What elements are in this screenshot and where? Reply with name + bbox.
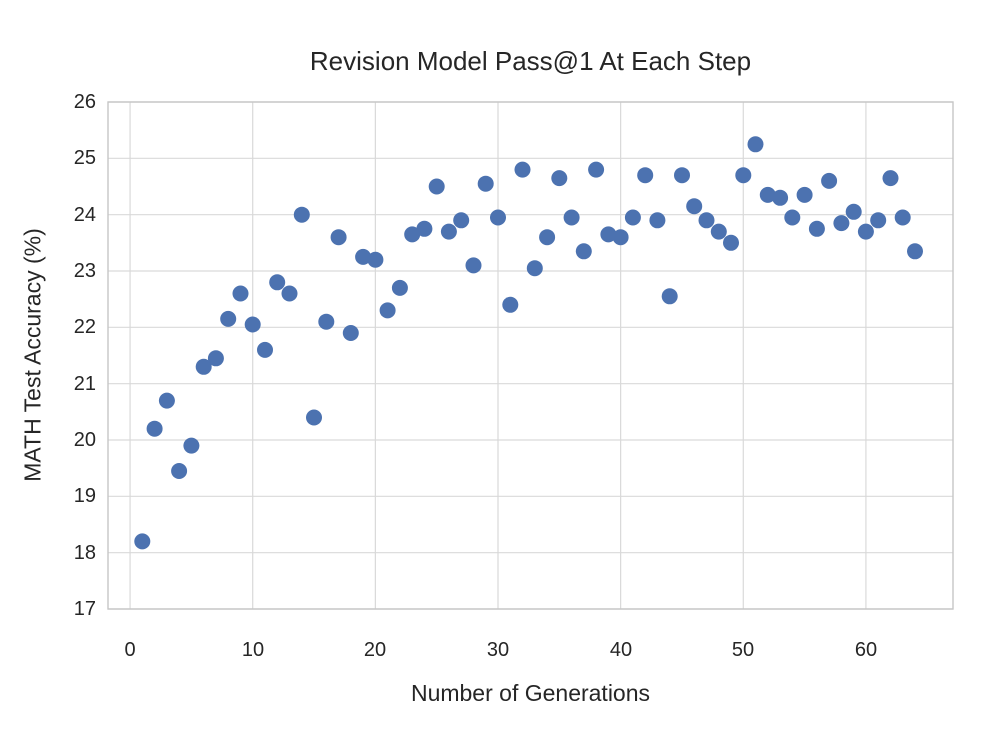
data-point [723,234,739,251]
data-point [833,215,850,232]
y-tick-label: 17 [73,598,96,620]
data-point [244,316,261,333]
data-point [158,392,175,409]
data-point [784,209,801,226]
data-point [306,409,322,426]
data-point [821,172,838,189]
plot-area [108,102,953,609]
data-point [134,533,151,550]
data-point [588,161,605,178]
y-tick-label: 21 [73,373,96,395]
y-tick-label: 19 [73,485,96,507]
data-point [404,226,421,243]
y-tick-label: 20 [73,429,96,451]
data-point [686,198,703,215]
data-point [526,260,543,277]
data-point [490,209,506,226]
y-tick-label: 24 [73,204,96,226]
data-point [539,229,556,246]
axes-border [107,101,954,610]
data-point [220,310,237,327]
data-point [808,220,825,237]
data-point [355,248,372,265]
data-point [563,209,580,226]
y-tick-label: 26 [73,91,96,113]
data-point [183,437,200,454]
data-point [281,285,298,302]
data-point [772,189,789,206]
data-point [293,206,310,223]
data-point [453,212,470,229]
data-point [342,325,359,341]
y-tick-label: 18 [73,542,96,564]
data-point [600,226,617,243]
data-point [416,220,433,237]
data-point [207,350,224,367]
data-point [674,167,690,184]
data-point [661,288,678,305]
data-point [710,223,727,240]
data-point [698,212,715,229]
x-tick-label: 0 [124,639,136,661]
data-point [367,251,384,268]
data-point [195,358,212,375]
data-point [637,167,654,184]
data-point [465,257,482,274]
data-point [894,209,911,226]
data-point [379,302,396,319]
data-point [257,341,273,358]
data-point [747,136,764,153]
data-point [907,243,923,260]
data-point [649,212,666,229]
data-point [612,229,629,246]
x-tick-label: 10 [241,639,265,661]
x-tick-label: 50 [731,639,755,661]
x-axis-label: Number of Generations [410,680,651,706]
data-point [845,203,862,220]
x-tick-label: 60 [854,639,878,661]
x-tick-label: 30 [486,639,510,661]
data-point [882,170,899,187]
chart-title: Revision Model Pass@1 At Each Step [309,46,752,76]
data-point [428,178,445,195]
data-point [735,167,752,184]
y-tick-label: 22 [73,316,96,338]
data-point [171,463,188,479]
data-point [575,243,592,260]
data-point [440,223,457,240]
data-point [870,212,887,229]
y-tick-label: 25 [73,147,96,169]
data-point [269,274,286,291]
data-point [477,175,494,192]
data-point [551,170,568,187]
data-point [330,229,347,246]
data-point [502,296,519,313]
data-point [146,420,163,437]
y-tick-label: 23 [73,260,96,282]
x-tick-label: 40 [609,639,633,661]
data-point [796,186,813,203]
data-point [759,186,776,203]
data-point [514,161,531,178]
data-point [232,285,249,302]
x-tick-label: 20 [363,639,387,661]
data-point [857,223,874,240]
data-point [391,279,408,296]
data-point [318,313,335,330]
data-point [624,209,641,226]
